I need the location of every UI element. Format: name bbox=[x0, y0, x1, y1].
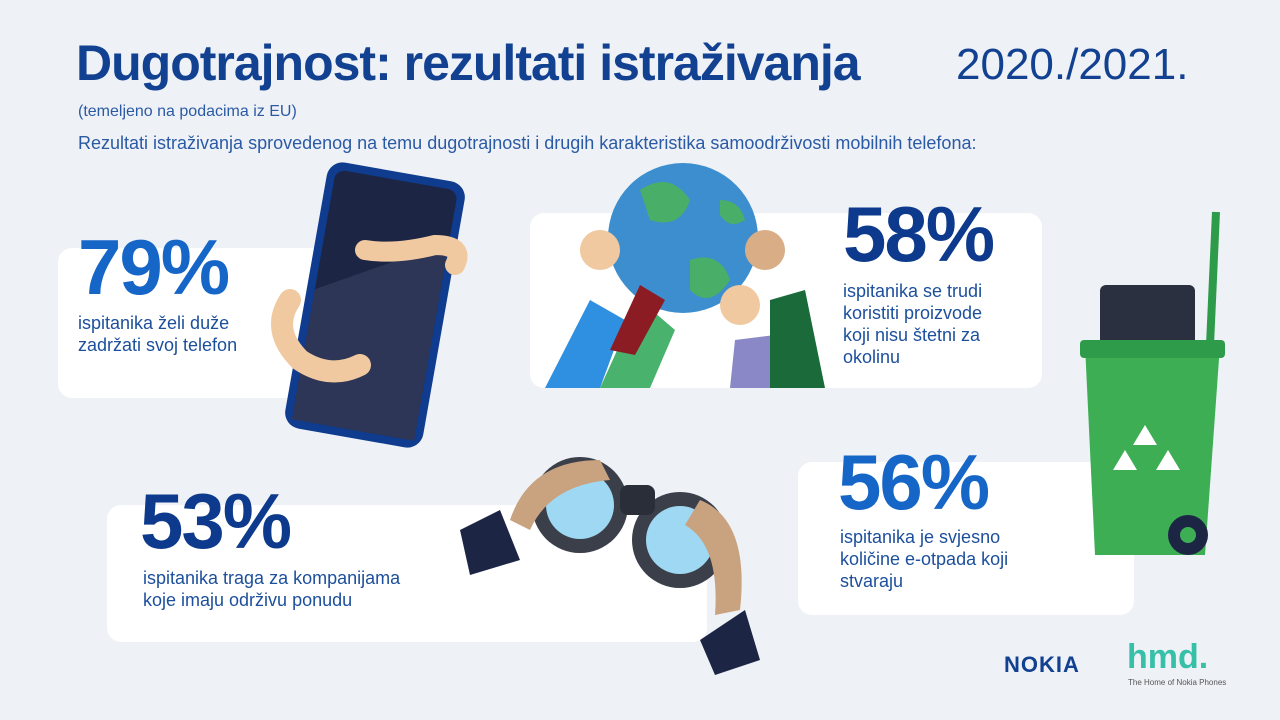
stat-line: okolinu bbox=[843, 347, 901, 367]
stat-line: ispitanika traga za kompanijama bbox=[143, 568, 401, 588]
stat-line: koje imaju održivu ponudu bbox=[143, 590, 353, 610]
stat-line: koji nisu štetni za bbox=[843, 325, 981, 345]
stat-text: ispitanika traga za kompanijama koje ima… bbox=[143, 567, 400, 611]
stat-line: ispitanika želi duže bbox=[78, 313, 230, 333]
stat-text: ispitanika se trudi koristiti proizvode … bbox=[843, 280, 982, 368]
year: 2020./2021. bbox=[956, 40, 1189, 89]
note: (temeljeno na podacima iz EU) bbox=[78, 103, 297, 120]
title: Dugotrajnost: rezultati istraživanja bbox=[76, 35, 861, 91]
phone-illustration bbox=[285, 162, 465, 448]
card bbox=[798, 462, 1134, 615]
stat-line: ispitanika je svjesno bbox=[840, 527, 1001, 547]
stat-value: 53% bbox=[140, 477, 292, 565]
stat-line: stvaraju bbox=[840, 571, 904, 591]
stat-line: koristiti proizvode bbox=[843, 303, 983, 323]
tagline: The Home of Nokia Phones bbox=[1128, 678, 1227, 687]
logo: hmd. bbox=[1127, 638, 1209, 676]
stat-text: ispitanika je svjesno količine e-otpada … bbox=[840, 526, 1008, 592]
stat-value: 56% bbox=[838, 438, 990, 526]
stat-value: 79% bbox=[78, 223, 230, 311]
stat-line: ispitanika se trudi bbox=[843, 281, 983, 301]
stat-line: količine e-otpada koji bbox=[840, 549, 1009, 569]
subtitle: Rezultati istraživanja sprovedenog na te… bbox=[78, 133, 977, 153]
stat-value: 58% bbox=[843, 190, 995, 278]
stat-line: zadržati svoj telefon bbox=[78, 335, 238, 355]
stat-text: ispitanika želi duže zadržati svoj telef… bbox=[78, 312, 237, 356]
brand: NOKIA bbox=[1004, 652, 1080, 677]
